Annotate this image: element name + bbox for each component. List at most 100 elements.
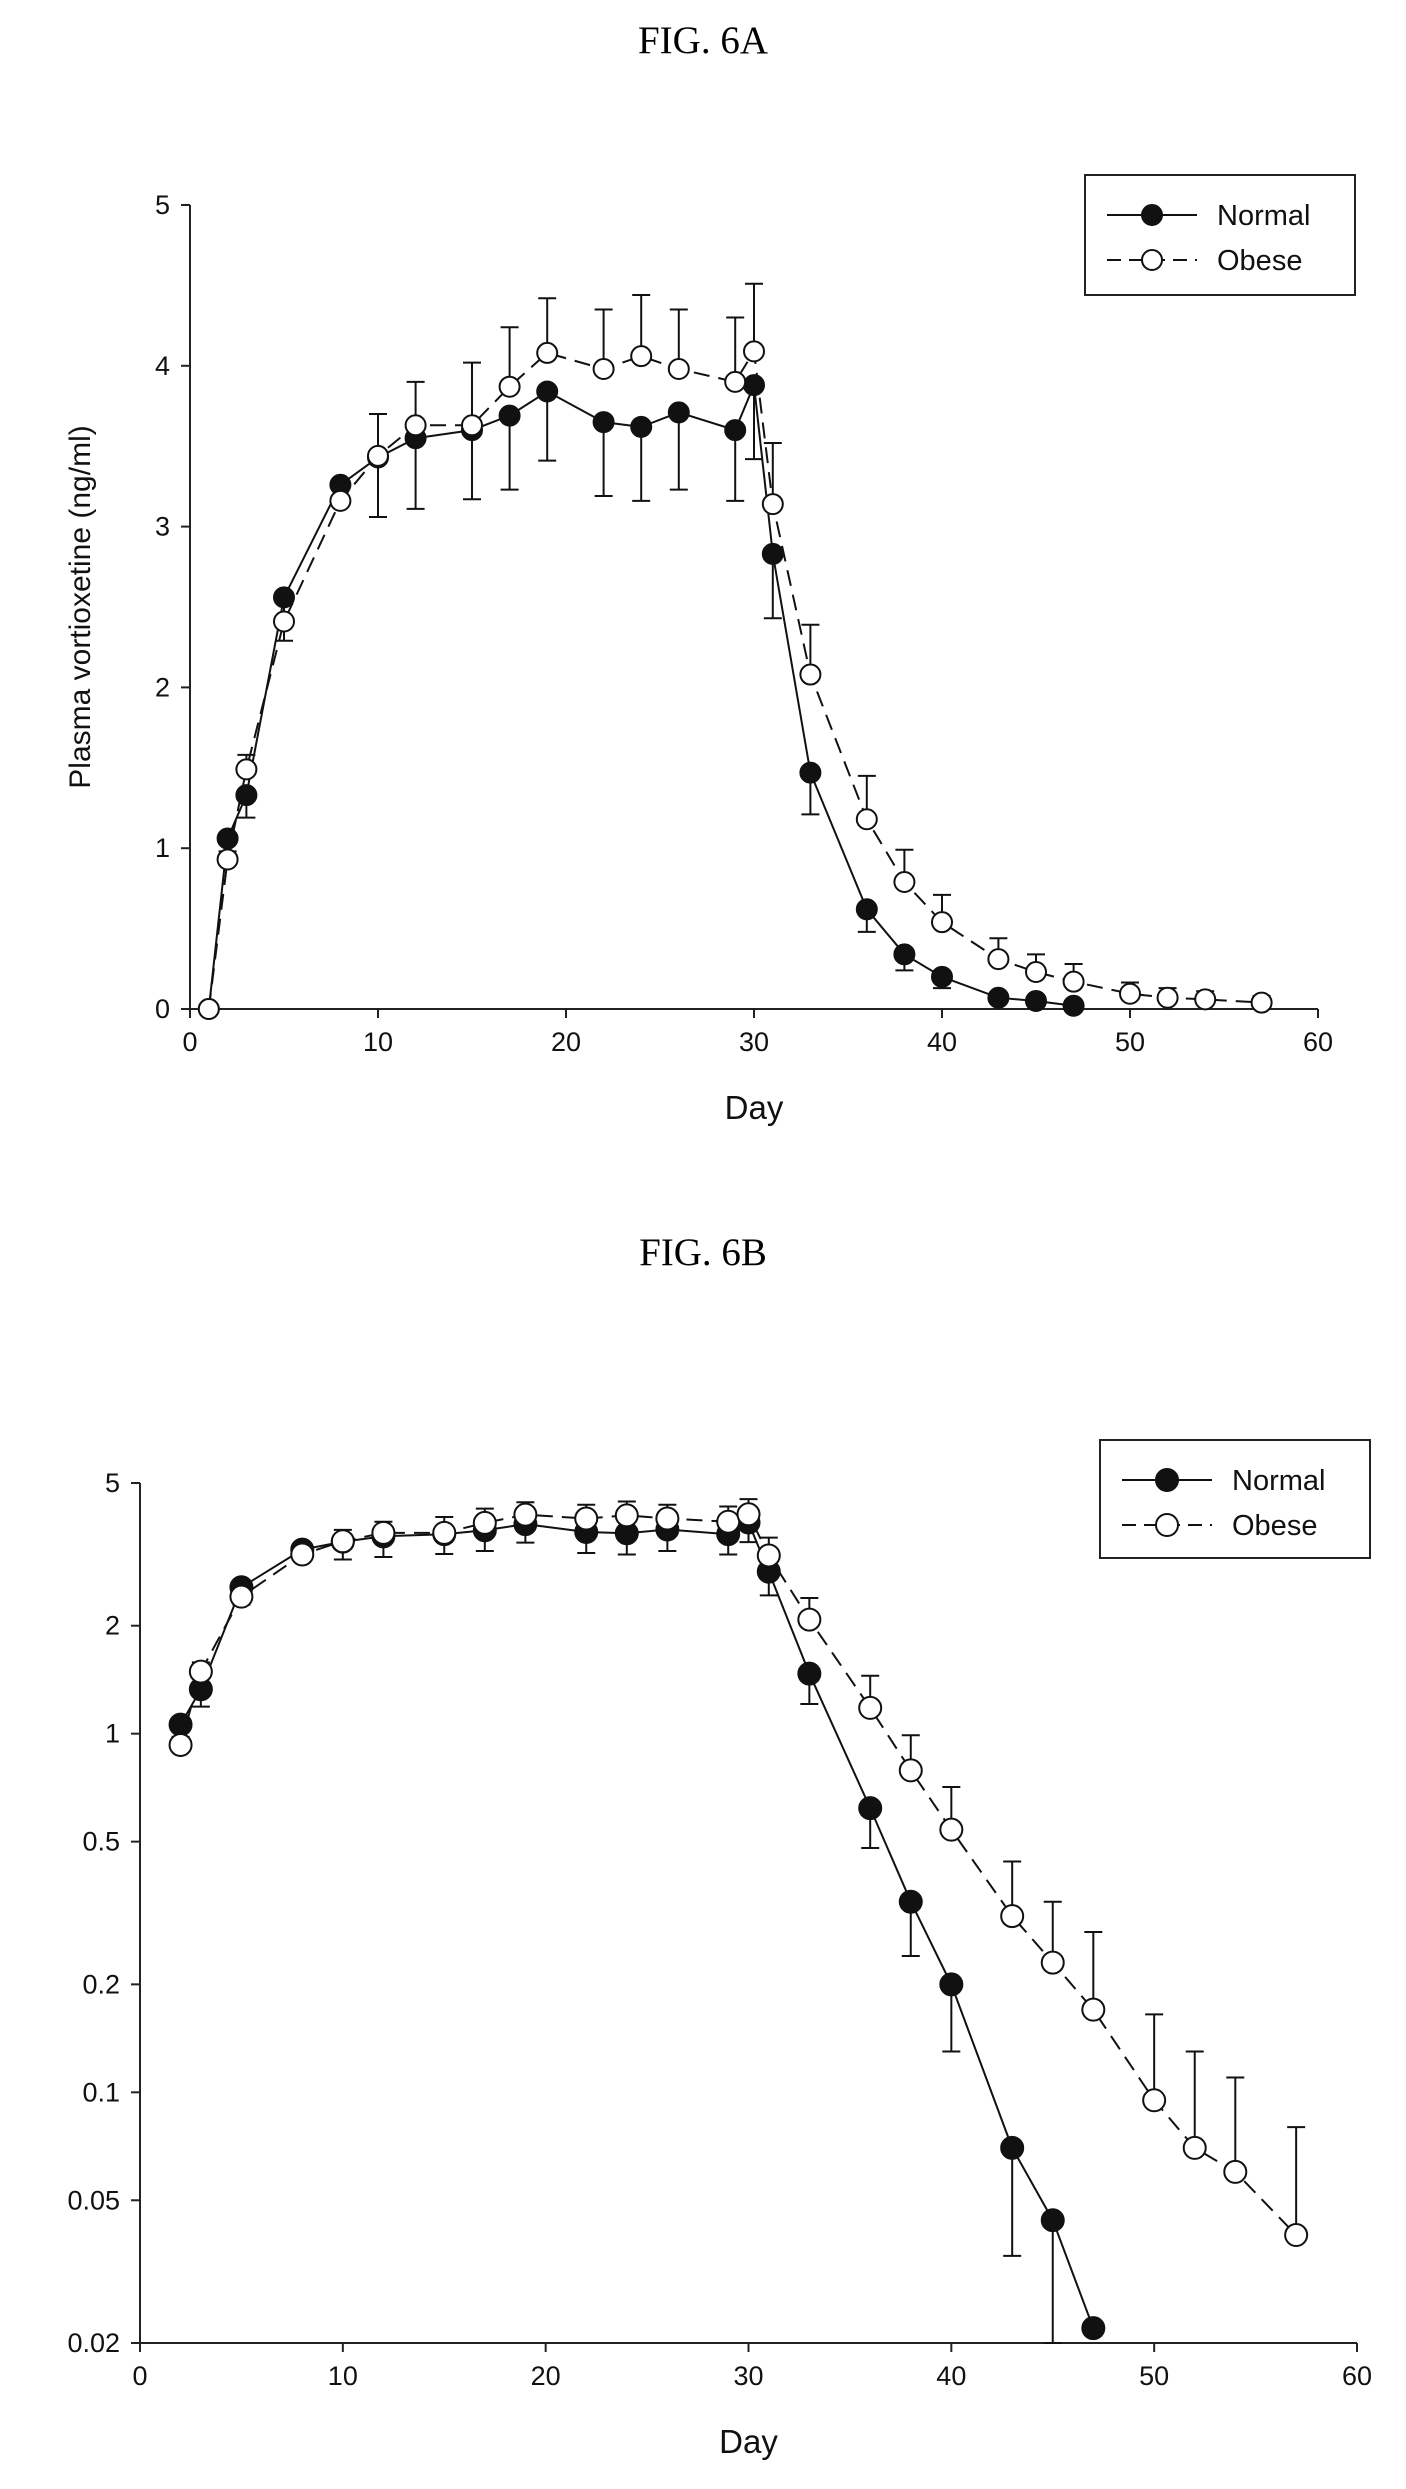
legend-box (1099, 1439, 1371, 1559)
data-point-normal (724, 419, 747, 442)
y-tick-label: 2 (105, 1611, 120, 1641)
data-point-normal (743, 374, 765, 397)
data-point-obese (592, 358, 615, 381)
data-point-obese (197, 998, 220, 1020)
data-point-obese (367, 444, 389, 467)
x-tick-label: 60 (1342, 2361, 1372, 2391)
data-point-normal (799, 761, 822, 784)
x-tick-label: 30 (733, 2361, 763, 2391)
data-point-obese (290, 1542, 315, 1567)
x-axis-label: Day (725, 1089, 784, 1126)
data-point-obese (1156, 986, 1179, 1009)
data-point-normal (630, 415, 653, 438)
data-point-obese (229, 1584, 254, 1609)
data-point-obese (655, 1506, 680, 1531)
data-point-obese (168, 1732, 193, 1757)
x-tick-label: 10 (363, 1027, 393, 1057)
legend-marker-obese (1141, 249, 1163, 271)
data-point-normal (893, 943, 916, 966)
data-point-obese (1025, 961, 1047, 984)
data-point-obese (898, 1758, 923, 1783)
data-point-obese (472, 1510, 497, 1535)
legend-marker-normal (1141, 204, 1163, 226)
data-point-obese (498, 375, 521, 398)
legend-box (1084, 174, 1356, 296)
data-point-obese (1000, 1904, 1025, 1929)
data-point-normal (216, 827, 239, 850)
legend-label-obese: Obese (1217, 245, 1302, 277)
data-point-obese (1250, 991, 1273, 1014)
data-point-obese (736, 1502, 761, 1527)
data-point-normal (498, 404, 521, 427)
y-tick-label: 0.1 (82, 2077, 120, 2107)
data-point-normal (931, 965, 953, 988)
x-tick-label: 60 (1303, 1027, 1333, 1057)
y-tick-label: 5 (105, 1468, 120, 1498)
data-point-obese (939, 1817, 964, 1842)
data-point-normal (1000, 2135, 1025, 2160)
data-point-obese (432, 1520, 457, 1545)
data-point-normal (939, 1972, 964, 1997)
data-point-obese (216, 848, 239, 871)
data-point-obese (756, 1543, 781, 1568)
x-tick-label: 10 (328, 2361, 358, 2391)
data-point-obese (536, 341, 559, 364)
data-point-obese (1182, 2135, 1207, 2160)
x-tick-label: 50 (1115, 1027, 1145, 1057)
data-point-obese (1040, 1950, 1065, 1975)
data-point-obese (858, 1695, 883, 1720)
y-tick-label: 2 (155, 672, 170, 702)
chart-6a: 0 10 20 30 40 50 60 0 1 2 3 4 5 Day Plasma vortioxetin… (64, 174, 1356, 1126)
x-tick-label: 40 (927, 1027, 957, 1057)
series-line-obese (179, 1513, 1297, 2236)
y-tick-label: 3 (155, 512, 170, 542)
data-point-obese (855, 808, 878, 831)
legend-label-normal: Normal (1217, 200, 1310, 232)
data-point-obese (1081, 1997, 1106, 2022)
data-point-normal (536, 380, 559, 403)
data-point-obese (743, 340, 765, 363)
y-tick-label: 0 (155, 994, 170, 1024)
data-point-normal (898, 1889, 923, 1914)
data-point-normal (667, 401, 690, 424)
x-tick-label: 50 (1139, 2361, 1169, 2391)
figure-6a-title: FIG. 6A (637, 19, 768, 62)
y-tick-label: 0.2 (82, 1969, 120, 1999)
data-point-obese (987, 948, 1010, 971)
data-point-obese (614, 1503, 639, 1528)
data-point-normal (1040, 2208, 1065, 2233)
data-point-obese (1062, 970, 1085, 993)
data-point-normal (1062, 994, 1085, 1017)
data-point-obese (724, 370, 747, 393)
data-point-normal (592, 411, 615, 434)
data-point-obese (797, 1607, 822, 1632)
data-point-obese (667, 358, 690, 381)
data-point-obese (371, 1520, 396, 1545)
y-tick-label: 1 (105, 1719, 120, 1749)
legend-label-obese: Obese (1232, 1510, 1317, 1542)
data-point-obese (188, 1659, 213, 1684)
data-point-normal (235, 784, 258, 807)
data-point-obese (513, 1502, 538, 1527)
data-point-obese (1142, 2088, 1167, 2113)
x-tick-label: 30 (739, 1027, 769, 1057)
data-point-obese (1119, 982, 1141, 1005)
figure-6b-title: FIG. 6B (639, 1231, 767, 1274)
legend-label-normal: Normal (1232, 1465, 1325, 1497)
data-point-obese (1194, 988, 1217, 1011)
data-point-obese (630, 345, 653, 368)
y-tick-label: 4 (155, 351, 170, 381)
data-point-obese (1223, 2159, 1248, 2184)
y-tick-label: 0.02 (67, 2328, 120, 2358)
x-tick-label: 20 (531, 2361, 561, 2391)
data-point-obese (716, 1509, 741, 1534)
data-point-normal (1081, 2316, 1106, 2341)
data-point-obese (761, 493, 784, 516)
y-axis-label: Plasma vortioxetine (ng/ml) (64, 425, 97, 788)
data-point-obese (235, 758, 258, 781)
data-point-normal (987, 986, 1010, 1009)
data-point-obese (893, 870, 916, 893)
series-line-normal (179, 1521, 1095, 2329)
x-tick-label: 20 (551, 1027, 581, 1057)
data-point-obese (329, 489, 352, 512)
